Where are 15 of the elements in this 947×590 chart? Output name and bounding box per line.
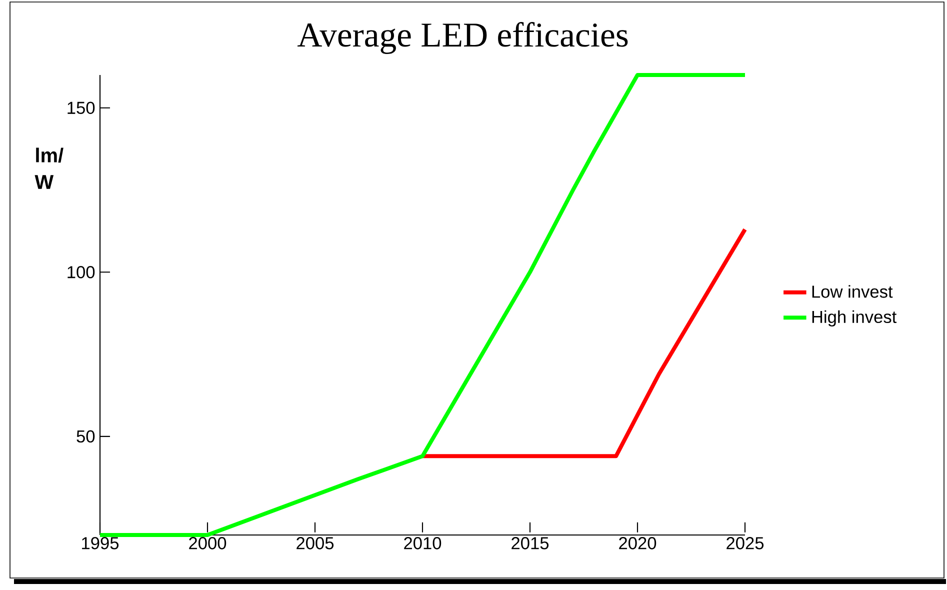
x-tick-label: 2005 (296, 537, 334, 550)
x-tick-label: 2025 (726, 537, 764, 550)
x-tick-label: 2015 (512, 537, 549, 550)
chart-title: Average LED efficacies (297, 22, 628, 54)
legend-label: Low invest (812, 285, 893, 298)
y-tick-label: 50 (76, 430, 95, 443)
y-tick-label: 150 (68, 102, 95, 114)
line-series (98, 73, 747, 537)
x-tick-label: 2020 (619, 537, 656, 550)
y-tick-label: 100 (68, 266, 95, 278)
x-tick-label: 2000 (189, 537, 226, 550)
x-tick-label: 1995 (82, 537, 119, 550)
legend-label: High invest (812, 310, 897, 326)
y-axis-title: lm/ W (34, 148, 64, 189)
x-tick-label: 2010 (404, 537, 442, 550)
